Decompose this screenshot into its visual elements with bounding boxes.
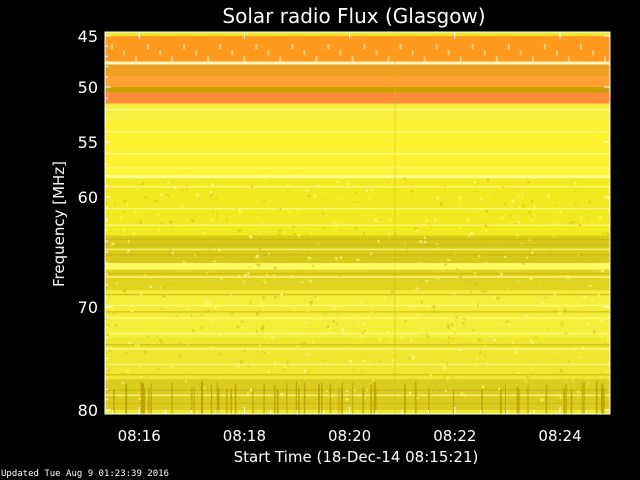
x-tick-label: 08:22	[433, 427, 476, 445]
frequency-band	[105, 120, 610, 175]
frequency-band	[105, 61, 610, 65]
y-tick-label: 50	[78, 78, 98, 97]
frequency-band	[105, 263, 610, 270]
x-axis-label: Start Time (18-Dec-14 08:15:21)	[234, 448, 479, 466]
frequency-band	[105, 87, 610, 93]
y-tick-label: 55	[78, 133, 98, 152]
frequency-band	[105, 76, 610, 87]
frequency-band	[105, 36, 610, 62]
y-tick-label: 60	[78, 188, 98, 207]
y-axis: 45 50 55 60 70 80	[78, 27, 610, 420]
x-axis: 08:16 08:18 08:20 08:22 08:24	[112, 32, 587, 445]
updated-timestamp: Updated Tue Aug 9 01:23:39 2016	[1, 469, 169, 479]
chart-title: Solar radio Flux (Glasgow)	[222, 4, 485, 28]
y-tick-label: 80	[78, 401, 98, 420]
frequency-band	[105, 175, 610, 179]
frequency-band	[105, 290, 610, 338]
y-tick-label: 70	[78, 298, 98, 317]
frequency-band	[105, 269, 610, 291]
x-tick-label: 08:20	[328, 427, 371, 445]
x-tick-label: 08:24	[538, 427, 581, 445]
plot-area	[105, 32, 610, 414]
spectrogram-texture	[105, 32, 610, 414]
frequency-band	[105, 92, 610, 104]
plot-frame	[104, 31, 611, 415]
frequency-band	[105, 64, 610, 77]
x-tick-label: 08:16	[118, 427, 161, 445]
frequency-band	[105, 103, 610, 120]
y-axis-label: Frequency [MHz]	[50, 161, 68, 287]
x-tick-label: 08:18	[223, 427, 266, 445]
y-tick-label: 45	[78, 27, 98, 46]
